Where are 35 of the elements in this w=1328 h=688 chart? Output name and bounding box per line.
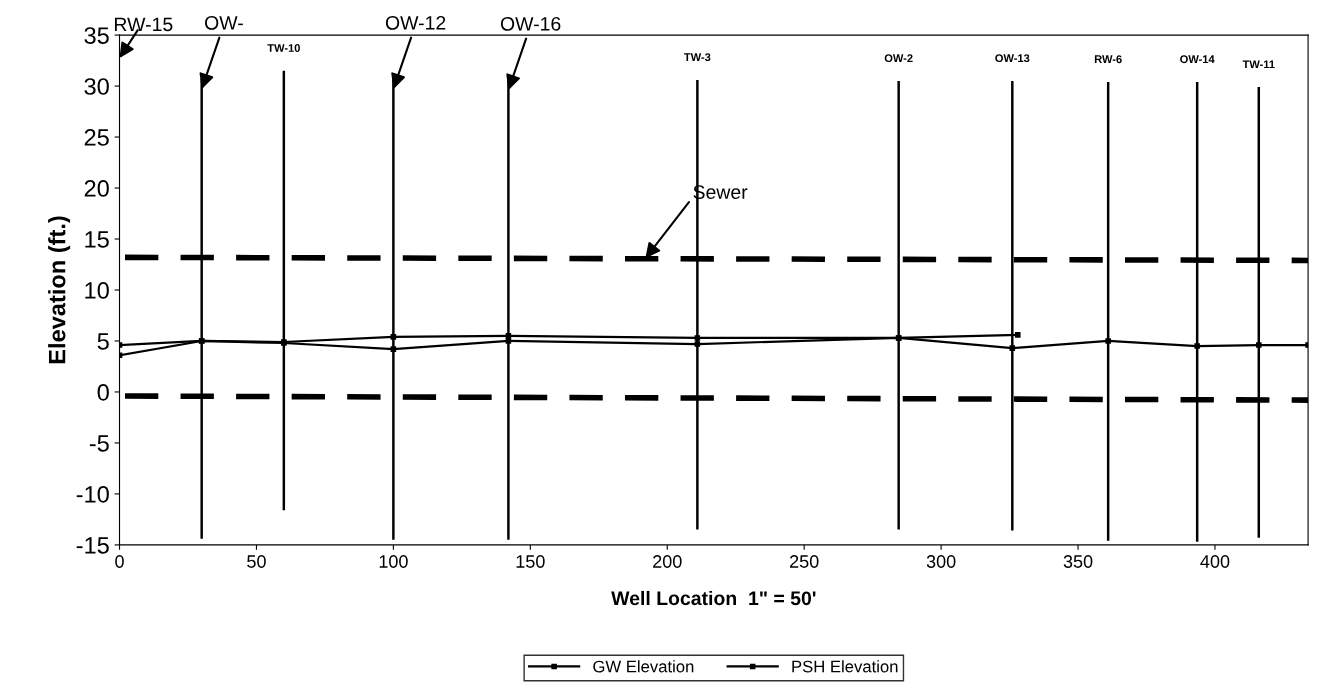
y-axis-title: Elevation (ft.) bbox=[48, 216, 71, 364]
y-tick-label: 5 bbox=[97, 333, 109, 350]
annotation: OW-2 bbox=[884, 54, 913, 63]
annotation: TW-11 bbox=[1242, 60, 1275, 69]
y-tick-label: 15 bbox=[85, 231, 109, 248]
x-tick-label: 0 bbox=[115, 555, 124, 568]
text: RW-15 bbox=[114, 17, 173, 32]
x-tick-label: 200 bbox=[653, 555, 682, 568]
annotation: OW-16 bbox=[500, 16, 561, 31]
y-tick-label: 10 bbox=[85, 282, 109, 299]
y-tick-label: -5 bbox=[89, 435, 109, 452]
x-tick-label: 300 bbox=[926, 555, 956, 568]
y-tick-label: 20 bbox=[84, 180, 109, 197]
legend-label: GW Elevation bbox=[593, 660, 694, 673]
annotation: TW-3 bbox=[684, 53, 711, 62]
annotation: TW-10 bbox=[267, 44, 300, 52]
y-tick-label: 30 bbox=[84, 78, 109, 95]
annotation: OW-13 bbox=[995, 54, 1030, 63]
annotation: OW-14 bbox=[1180, 55, 1215, 64]
x-tick-label: 250 bbox=[790, 555, 819, 568]
y-tick-label: 25 bbox=[84, 129, 109, 146]
annotation: OW-12 bbox=[385, 15, 446, 30]
y-tick-label: 0 bbox=[97, 384, 109, 401]
x-tick-label: 400 bbox=[1200, 555, 1230, 568]
annotation: OW- bbox=[205, 15, 243, 30]
annotation: RW-6 bbox=[1094, 55, 1122, 64]
y-tick-label: 35 bbox=[84, 27, 109, 44]
y-tick-label: -10 bbox=[76, 485, 109, 503]
x-tick-label: 150 bbox=[516, 555, 545, 568]
x-axis-title: Well Location 1" = 50' bbox=[611, 590, 816, 606]
y-tick-label: -15 bbox=[76, 537, 109, 554]
x-tick-label: 100 bbox=[379, 555, 408, 568]
x-tick-label: 350 bbox=[1063, 555, 1093, 568]
legend-label: PSH Elevation bbox=[792, 660, 898, 673]
x-tick-label: 50 bbox=[247, 555, 266, 568]
